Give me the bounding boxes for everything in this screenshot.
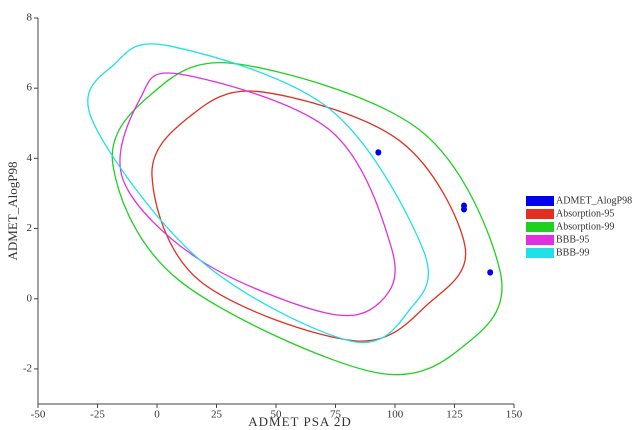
y-tick-label: 6 <box>27 82 33 94</box>
legend-label: BBB-95 <box>556 234 589 245</box>
legend-label: ADMET_AlogP98 <box>556 195 632 206</box>
legend-swatch <box>526 235 554 245</box>
x-tick-label: 50 <box>271 409 283 421</box>
confidence-ellipse <box>151 90 467 342</box>
x-tick-label: 100 <box>387 409 404 421</box>
x-tick-label: 125 <box>446 409 463 421</box>
y-tick-label: -2 <box>23 362 32 374</box>
confidence-ellipse <box>111 62 503 376</box>
legend-label: BBB-99 <box>556 247 589 258</box>
x-axis-label: ADMET PSA 2D <box>248 414 352 429</box>
y-tick-label: 4 <box>27 152 33 164</box>
legend-label: Absorption-99 <box>556 221 614 232</box>
x-tick-label: 150 <box>506 409 523 421</box>
data-point <box>375 149 382 156</box>
x-tick-label: 25 <box>211 409 223 421</box>
legend-swatch <box>526 209 554 219</box>
x-tick-label: -50 <box>31 409 46 421</box>
x-tick-label: -25 <box>90 409 105 421</box>
x-tick-label: 0 <box>154 409 160 421</box>
confidence-ellipse <box>119 72 396 317</box>
y-tick-label: 8 <box>27 12 33 24</box>
data-point <box>461 206 468 213</box>
x-tick-label: 75 <box>330 409 342 421</box>
y-tick-label: 2 <box>27 222 33 234</box>
y-axis-label: ADMET_AlogP98 <box>5 162 20 261</box>
y-tick-label: 0 <box>27 292 33 304</box>
data-point <box>487 269 494 276</box>
legend-swatch <box>526 196 554 206</box>
legend-label: Absorption-95 <box>556 208 614 219</box>
confidence-ellipse <box>87 43 429 344</box>
legend-swatch <box>526 248 554 258</box>
legend-swatch <box>526 222 554 232</box>
